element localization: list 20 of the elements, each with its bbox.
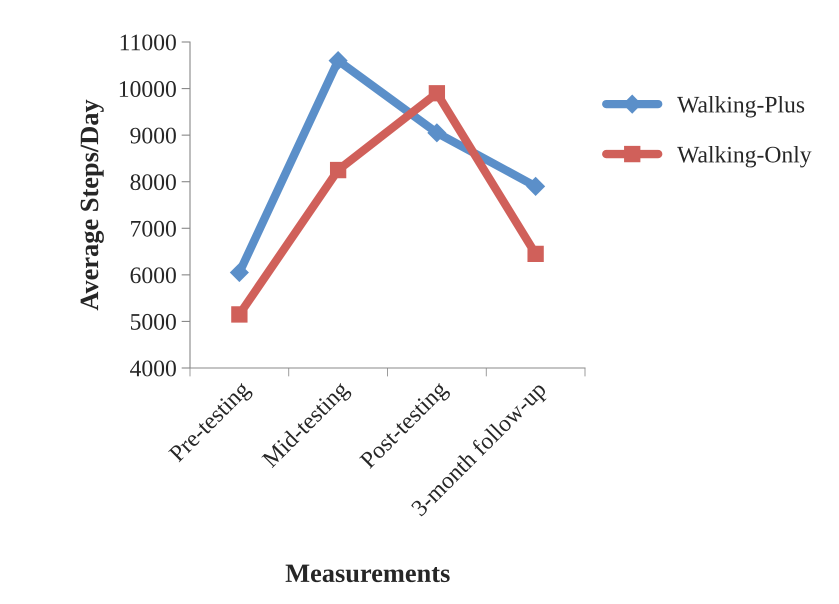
y-tick-label: 10000 <box>120 81 176 97</box>
y-tick-label: 8000 <box>130 174 176 190</box>
legend-label: Walking-Plus <box>677 96 804 118</box>
point <box>527 246 544 262</box>
y-axis-title: Average Steps/Day <box>80 100 104 310</box>
y-tick-label: 11000 <box>120 34 176 50</box>
y-tick-label: 9000 <box>130 128 176 144</box>
y-tick-label: 5000 <box>130 314 176 330</box>
x-axis-title: Measurements <box>286 564 450 582</box>
y-tick-label: 7000 <box>131 220 176 237</box>
point <box>428 85 446 102</box>
point <box>230 263 249 282</box>
y-tick-label: 6000 <box>130 267 176 284</box>
point <box>526 177 545 196</box>
point <box>231 306 248 323</box>
point <box>330 162 346 178</box>
point <box>428 123 446 142</box>
y-tick-label: 4000 <box>130 360 176 376</box>
legend-label: Walking-Only <box>677 146 812 168</box>
point <box>328 51 348 70</box>
